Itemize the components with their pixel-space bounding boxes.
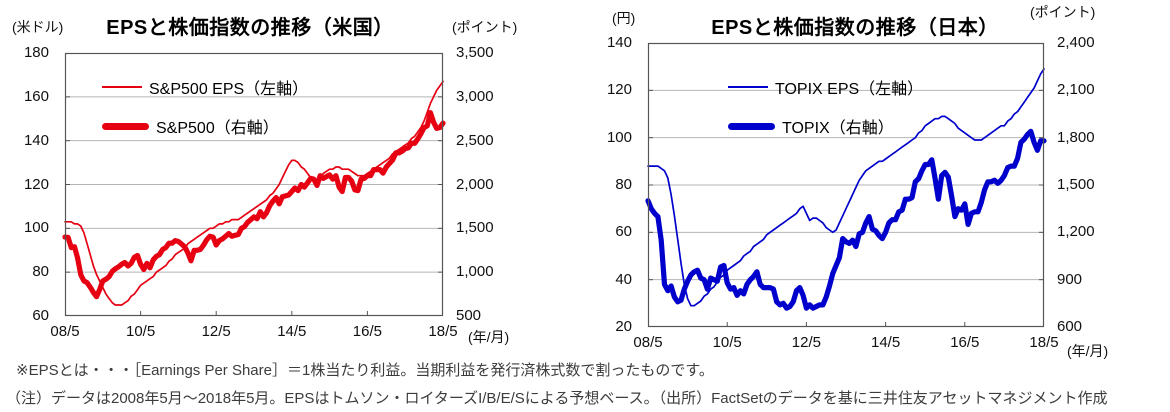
us-left-axis-tick-label: 160 [23,87,49,105]
us-chart-canvas [62,52,446,317]
jp-right-axis-tick-label: 1,800 [1057,128,1095,146]
jp-right-axis-tick-label: 2,400 [1057,34,1095,51]
us-legend-row-eps: S&P500 EPS（左軸） [102,76,308,98]
jp-left-axis-tick-label: 80 [615,176,632,193]
us-x-axis-tick-label: 18/5 [428,323,458,340]
jp-legend-label-eps: TOPIX EPS（左軸） [775,81,924,98]
jp-legend: TOPIX EPS（左軸） TOPIX（右軸） [728,76,923,154]
us-right-axis-tick-label: 1,500 [456,219,494,237]
us-right-axis-tick-label: 3,000 [456,87,494,105]
us-right-axis-tick-label: 1,000 [456,263,494,281]
jp-x-axis-tick-label: 14/5 [870,334,901,351]
us-right-axis-tick-label: 3,500 [456,44,494,61]
jp-left-axis-tick-label: 120 [606,81,632,99]
jp-right-axis-unit: (ポイント) [1030,4,1096,20]
us-index-line-sample [102,122,149,130]
jp-eps-line-sample [728,86,768,88]
us-x-axis-tick-label: 08/5 [50,323,80,340]
jp-x-axis-tick-label: 10/5 [712,334,742,351]
us-left-axis-tick-label: 100 [23,219,49,237]
jp-legend-row-eps: TOPIX EPS（左軸） [728,76,923,98]
us-x-axis-tick-label: 14/5 [277,323,307,340]
jp-left-axis-tick-label: 140 [606,34,632,51]
us-chart-title: EPSと株価指数の推移（米国） [106,17,394,39]
us-right-axis-tick-label: 2,000 [456,175,494,193]
jp-x-axis-tick-label: 18/5 [1029,334,1059,351]
footnote-source: （注）データは2008年5月～2018年5月。EPSはトムソン・ロイターズI/B… [6,390,1108,407]
jp-chart-canvas [645,42,1047,328]
jp-left-axis-tick-label: 60 [615,223,632,241]
us-left-axis-tick-label: 80 [32,263,49,281]
us-left-axis-tick-label: 120 [23,175,49,193]
us-right-axis-tick-label: 500 [456,307,482,324]
us-x-axis-tick-label: 12/5 [201,323,231,340]
us-x-axis-tick-label: 10/5 [125,323,156,340]
jp-x-axis-unit: (年/月) [1067,343,1109,359]
us-legend-label-index: S&P500（右軸） [156,120,279,137]
jp-left-axis-tick-label: 20 [615,318,632,335]
jp-right-axis-tick-label: 600 [1057,318,1083,335]
jp-right-axis-tick-label: 1,200 [1057,223,1095,241]
us-legend-row-index: S&P500（右軸） [102,115,308,137]
us-left-axis-tick-label: 60 [32,307,49,324]
jp-x-axis-tick-label: 12/5 [791,334,821,351]
jp-plot-area [645,42,1047,328]
jp-x-axis-tick-label: 08/5 [633,334,663,351]
jp-right-axis-tick-label: 900 [1057,270,1083,288]
jp-legend-label-index: TOPIX（右軸） [782,120,894,137]
us-left-axis-tick-label: 180 [23,44,49,61]
jp-chart: (円) EPSと株価指数の推移（日本） (ポイント) TOPIX EPS（左軸）… [580,0,1170,360]
us-legend: S&P500 EPS（左軸） S&P500（右軸） [102,76,308,154]
us-right-axis-tick-label: 2,500 [456,131,494,149]
jp-index-line-sample [728,122,775,130]
jp-legend-row-index: TOPIX（右軸） [728,115,923,137]
footnote-eps-definition: ※EPSとは・・・［Earnings Per Share］＝1株当たり利益。当期… [16,362,714,379]
us-left-axis-unit: (米ドル) [12,19,64,35]
us-x-axis-tick-label: 16/5 [352,323,382,340]
jp-left-axis-tick-label: 40 [615,270,632,288]
us-plot-area [62,52,446,317]
jp-x-axis-tick-label: 16/5 [950,334,980,351]
us-x-axis-unit: (年/月) [468,329,510,345]
us-left-axis-tick-label: 140 [23,131,49,149]
us-right-axis-unit: (ポイント) [452,19,518,35]
jp-left-axis-tick-label: 100 [606,128,632,146]
jp-left-axis-unit: (円) [612,10,636,26]
us-chart: (米ドル) EPSと株価指数の推移（米国） (ポイント) S&P500 EPS（… [0,0,540,360]
us-legend-label-eps: S&P500 EPS（左軸） [149,81,309,98]
jp-right-axis-tick-label: 1,500 [1057,176,1095,193]
jp-right-axis-tick-label: 2,100 [1057,81,1095,99]
jp-chart-title: EPSと株価指数の推移（日本） [711,17,999,39]
us-eps-line-sample [102,86,142,88]
